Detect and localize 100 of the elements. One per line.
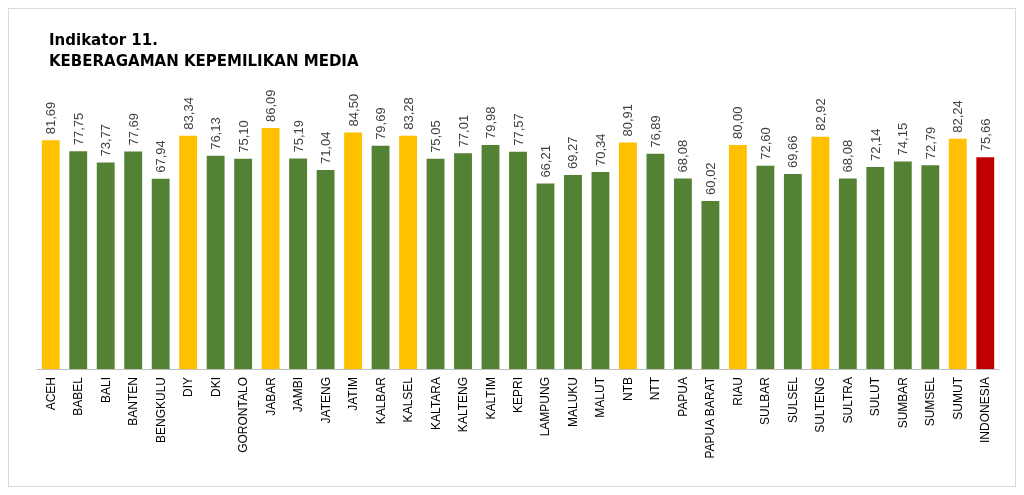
- x-tick-label: KALSEL: [401, 376, 416, 423]
- data-label: 83,34: [180, 97, 196, 130]
- x-tick-label: LAMPUNG: [538, 377, 553, 437]
- bar: [866, 167, 885, 369]
- x-tick-label: SULBAR: [758, 376, 773, 426]
- x-tick-label: MALUKU: [565, 377, 580, 428]
- data-label: 75,66: [977, 118, 993, 152]
- data-label: 75,19: [290, 119, 306, 153]
- bar: [426, 158, 445, 369]
- x-tick-label: KALTARA: [428, 377, 443, 430]
- x-tick-label: NTT: [648, 376, 663, 401]
- data-label: 82,92: [812, 98, 828, 131]
- data-label: 69,27: [565, 136, 581, 170]
- data-label: 83,28: [400, 97, 416, 130]
- x-tick-label: BALI: [98, 377, 113, 404]
- bar: [371, 145, 390, 369]
- data-label: 75,10: [235, 120, 251, 153]
- x-tick-label: KEPRI: [511, 377, 525, 414]
- data-label: 79,98: [483, 106, 499, 140]
- data-label: 69,66: [785, 135, 801, 168]
- bar: [399, 135, 417, 369]
- data-label: 67,94: [153, 140, 169, 173]
- data-label: 72,79: [922, 126, 938, 160]
- x-tick-label: SULSEL: [785, 376, 800, 424]
- chart-subtitle: KEBERAGAMAN KEPEMILIKAN MEDIA: [49, 51, 359, 70]
- data-label: 72,60: [757, 127, 773, 160]
- data-label: 80,91: [620, 103, 636, 137]
- bar: [646, 153, 665, 369]
- data-label: 71,04: [318, 131, 334, 165]
- x-tick-label: JAMBI: [291, 377, 306, 413]
- bar: [811, 136, 830, 369]
- data-label: 68,08: [840, 139, 856, 173]
- x-tick-label: BENGKULU: [153, 377, 168, 444]
- bar: [838, 178, 857, 369]
- bar: [893, 161, 912, 369]
- x-tick-label: MALUT: [593, 376, 608, 418]
- bar: [289, 158, 308, 369]
- x-tick-label: KALTENG: [456, 377, 471, 433]
- data-label: 80,00: [730, 106, 746, 139]
- data-label: 86,09: [263, 89, 279, 122]
- bar: [509, 151, 527, 369]
- x-tick-label: PAPUA BARAT: [703, 376, 718, 459]
- data-label: 72,14: [867, 128, 883, 162]
- bar: [921, 165, 940, 369]
- bar: [41, 140, 60, 369]
- data-label: 84,50: [345, 93, 361, 127]
- x-tick-label: RIAU: [730, 377, 745, 406]
- bar: [536, 183, 555, 369]
- x-tick-label: NTB: [620, 377, 635, 401]
- bar: [673, 178, 692, 369]
- x-tick-label: SULTRA: [840, 377, 855, 424]
- bar: [344, 132, 363, 369]
- data-label: 73,77: [98, 123, 114, 157]
- x-tick-label: JATIM: [346, 377, 361, 411]
- bar: [316, 170, 335, 369]
- x-tick-label: SULUT: [868, 376, 883, 417]
- data-label: 77,01: [455, 114, 471, 148]
- data-label: 77,75: [70, 112, 86, 146]
- x-tick-label: BABEL: [71, 376, 86, 416]
- x-tick-label: BANTEN: [126, 377, 141, 426]
- x-tick-label: DKI: [208, 377, 223, 398]
- data-label: 66,21: [537, 145, 553, 178]
- x-tick-label: SUMBAR: [895, 376, 910, 429]
- x-tick-label: PAPUA: [675, 377, 690, 417]
- bar: [454, 153, 472, 369]
- x-tick-label: JABAR: [263, 376, 278, 416]
- bar: [783, 173, 802, 369]
- data-label: 82,24: [950, 100, 966, 133]
- data-label: 60,02: [702, 162, 718, 195]
- data-label: 75,05: [428, 120, 444, 153]
- x-tick-label: JATENG: [318, 377, 333, 424]
- x-tick-label: ACEH: [43, 377, 58, 411]
- data-label: 79,69: [373, 107, 389, 140]
- data-label: 77,57: [510, 113, 526, 146]
- bar: [206, 155, 225, 369]
- bar: [948, 138, 967, 369]
- bar: [481, 145, 500, 369]
- bar: [179, 135, 198, 369]
- x-tick-label: INDONESIA: [978, 377, 993, 444]
- x-tick-label: KALBAR: [373, 376, 388, 425]
- data-label: 76,13: [208, 117, 224, 150]
- bar: [728, 145, 747, 369]
- bar: [151, 178, 170, 369]
- x-tick-label: SUMUT: [950, 376, 965, 420]
- bar: [69, 151, 88, 369]
- bar: [756, 165, 775, 369]
- bar: [124, 151, 143, 369]
- chart-title: Indikator 11.: [49, 30, 158, 49]
- x-tick-label: DIY: [181, 377, 196, 398]
- data-label: 81,69: [43, 101, 59, 135]
- x-tick-label: SULTENG: [813, 377, 828, 433]
- bar: [619, 142, 637, 369]
- x-tick-label: GORONTALO: [236, 377, 251, 453]
- bar: [701, 200, 720, 369]
- bar: [96, 162, 115, 369]
- bar: [261, 127, 280, 369]
- bar: [234, 158, 253, 369]
- data-label: 74,15: [895, 122, 911, 156]
- data-label: 70,34: [592, 133, 608, 167]
- x-tick-label: KALTIM: [483, 377, 498, 420]
